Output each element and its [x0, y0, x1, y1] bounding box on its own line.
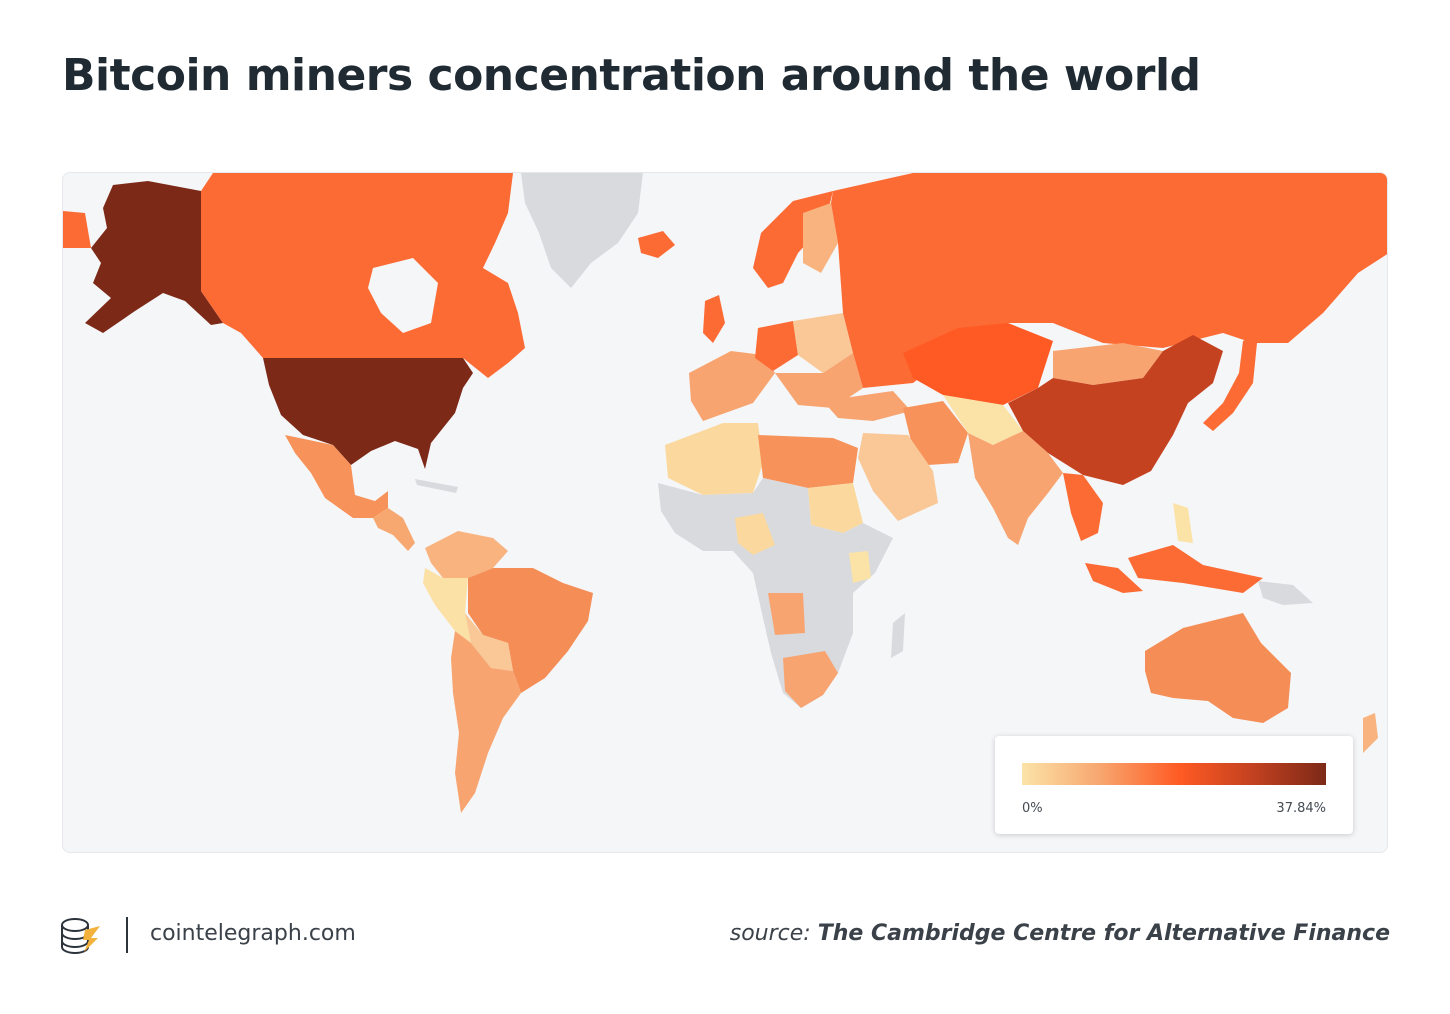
region-canada [201, 173, 525, 378]
footer-divider [126, 917, 128, 953]
region-central-america [373, 508, 415, 551]
region-brazil [468, 568, 593, 693]
region-cuba [415, 479, 458, 493]
region-usa [263, 358, 473, 469]
region-finland [803, 203, 838, 273]
region-japan [1203, 333, 1258, 431]
region-hudson-bay [368, 258, 438, 333]
region-australia [1145, 613, 1291, 723]
world-map [62, 172, 1388, 853]
region-germany [755, 321, 798, 371]
region-indonesia-west [1085, 563, 1143, 593]
region-south-africa [783, 651, 838, 708]
source-name: The Cambridge Centre for Alternative Fin… [817, 921, 1390, 946]
region-kamchatka [1303, 268, 1331, 318]
region-indochina [1063, 473, 1103, 541]
region-new-guinea [1258, 581, 1313, 605]
region-mongolia [1053, 343, 1163, 385]
region-sudan [808, 483, 863, 533]
region-iceland [638, 231, 675, 258]
region-indonesia-east [1128, 545, 1263, 593]
region-new-zealand [1363, 713, 1378, 753]
region-peru [423, 568, 471, 643]
region-libya-egypt [758, 435, 858, 488]
region-iran [903, 401, 968, 465]
region-kenya [849, 551, 871, 583]
region-alaska [85, 181, 223, 333]
cointelegraph-coin-stack-icon [58, 916, 104, 960]
footer-source: source: The Cambridge Centre for Alterna… [730, 921, 1390, 946]
legend-max-label: 37.84% [1276, 801, 1326, 816]
world-map-svg [63, 173, 1387, 813]
region-france-spain [689, 351, 775, 421]
region-central-asia [943, 395, 1023, 445]
region-algeria [665, 423, 763, 495]
region-philippines [1173, 503, 1193, 543]
region-argentina [451, 631, 521, 813]
legend-gradient-bar [1022, 763, 1326, 785]
region-balkans [775, 353, 863, 408]
region-uk [703, 295, 725, 343]
region-madagascar [891, 613, 905, 658]
region-greenland [521, 173, 643, 288]
footer-site-name: cointelegraph.com [150, 921, 356, 946]
region-colombia-venezuela [425, 531, 508, 578]
source-prefix: source: [729, 921, 811, 946]
region-central-europe [793, 313, 853, 373]
region-turkey [823, 391, 911, 421]
region-angola [768, 593, 805, 635]
region-kazakhstan [903, 323, 1053, 405]
map-legend: 0% 37.84% [995, 736, 1353, 834]
chart-title: Bitcoin miners concentration around the … [62, 50, 1201, 101]
legend-min-label: 0% [1022, 801, 1043, 816]
region-india [968, 431, 1063, 545]
region-mexico [285, 435, 388, 518]
region-arabia [858, 433, 938, 521]
region-china [1008, 335, 1223, 485]
region-russia-west-edge [63, 211, 91, 248]
region-nigeria [735, 513, 775, 555]
region-bolivia [465, 613, 513, 671]
